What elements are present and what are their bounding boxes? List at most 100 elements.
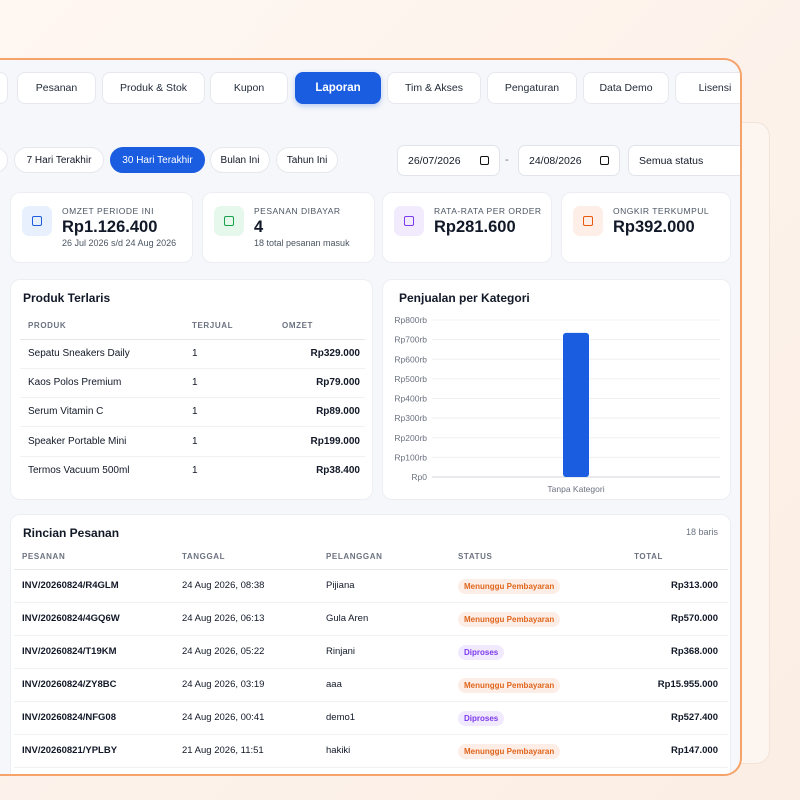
nav-tab[interactable]: Lisensi	[675, 72, 740, 104]
divider	[14, 701, 728, 702]
nav-tab[interactable]: Pesanan	[17, 72, 96, 104]
order-total: Rp527.400	[670, 712, 718, 723]
stat-value: 4	[254, 218, 264, 236]
period-filter[interactable]: 30 Hari Terakhir	[110, 147, 205, 173]
orders-count: 18 baris	[685, 527, 718, 537]
nav-tab[interactable]: Pengaturan	[487, 72, 577, 104]
icon-glyph	[224, 216, 234, 226]
order-customer: hakiki	[326, 745, 351, 756]
product-revenue: Rp38.400	[316, 464, 360, 476]
divider	[20, 368, 365, 369]
order-id: INV/20260824/R4GLM	[22, 580, 119, 591]
order-status: Menunggu Pembayaran	[458, 611, 561, 627]
nav-tab[interactable]: Data Demo	[583, 72, 669, 104]
status-select[interactable]: Semua status	[628, 145, 740, 176]
product-name: Serum Vitamin C	[28, 406, 104, 418]
product-sold: 1	[192, 406, 198, 418]
period-filter[interactable]: Bulan Ini	[210, 147, 270, 173]
order-date: 24 Aug 2026, 06:13	[182, 613, 265, 624]
nav-tab[interactable]	[0, 72, 8, 104]
order-status: Diproses	[458, 710, 505, 726]
order-total: Rp570.000	[670, 613, 718, 624]
stat-icon	[214, 206, 244, 236]
order-id: INV/20260824/4GQ6W	[22, 613, 120, 624]
date-separator: -	[505, 154, 509, 166]
chart-card	[382, 279, 731, 500]
icon-glyph	[583, 216, 593, 226]
orders-header: PESANAN	[22, 552, 66, 561]
nav-tab[interactable]: Produk & Stok	[102, 72, 205, 104]
order-status: Menunggu Pembayaran	[458, 578, 561, 594]
chart-title: Penjualan per Kategori	[399, 291, 530, 305]
icon-glyph	[404, 216, 414, 226]
order-status: Menunggu Pembayaran	[458, 743, 561, 759]
product-revenue: Rp329.000	[310, 348, 360, 359]
order-date: 24 Aug 2026, 08:38	[182, 580, 265, 591]
nav-tab[interactable]: Tim & Akses	[387, 72, 481, 104]
products-header: TERJUAL	[192, 321, 234, 330]
products-title: Produk Terlaris	[23, 291, 111, 305]
divider	[14, 668, 728, 669]
orders-header: PELANGGAN	[326, 552, 383, 561]
divider	[14, 569, 728, 570]
product-revenue: Rp79.000	[316, 377, 360, 389]
product-sold: 1	[192, 377, 198, 389]
products-card	[10, 279, 373, 500]
product-name: Sepatu Sneakers Daily	[28, 348, 130, 359]
stat-icon	[573, 206, 603, 236]
product-name: Kaos Polos Premium	[28, 377, 122, 389]
date-from[interactable]: 26/07/2026	[397, 145, 500, 176]
divider	[20, 455, 365, 457]
stat-value: Rp281.600	[434, 218, 516, 236]
divider	[14, 602, 728, 603]
nav-tab[interactable]: Kupon	[210, 72, 288, 104]
period-filter[interactable]: Tahun Ini	[276, 147, 338, 173]
order-total: Rp368.000	[670, 646, 718, 657]
period-filter[interactable]	[0, 147, 8, 173]
products-header: PRODUK	[28, 321, 67, 330]
order-total: Rp15.955.000	[657, 679, 718, 690]
period-filter[interactable]: 7 Hari Terakhir	[14, 147, 104, 173]
order-id: INV/20260824/T19KM	[22, 646, 117, 657]
calendar-icon	[600, 156, 609, 165]
order-id: INV/20260821/YPLBY	[22, 745, 118, 756]
orders-card	[10, 514, 731, 774]
product-name: Termos Vacuum 500ml	[28, 464, 130, 476]
stat-label: PESANAN DIBAYAR	[254, 206, 341, 216]
order-total: Rp147.000	[670, 745, 718, 756]
order-customer: aaa	[326, 679, 342, 690]
order-customer: Gula Aren	[326, 613, 369, 624]
nav-tab[interactable]: Laporan	[295, 72, 381, 104]
stat-value: Rp1.126.400	[62, 218, 158, 236]
icon-glyph	[32, 216, 42, 226]
divider	[20, 339, 365, 340]
order-total: Rp313.000	[670, 580, 718, 591]
stat-icon	[394, 206, 424, 236]
stat-label: OMZET PERIODE INI	[62, 206, 154, 216]
product-revenue: Rp199.000	[310, 435, 360, 447]
order-date: 24 Aug 2026, 00:41	[182, 712, 265, 723]
stat-value: Rp392.000	[613, 218, 695, 236]
stat-sub: 26 Jul 2026 s/d 24 Aug 2026	[62, 238, 177, 248]
divider	[20, 426, 365, 428]
orders-header: STATUS	[458, 552, 493, 561]
order-id: INV/20260824/ZY8BC	[22, 679, 117, 690]
product-sold: 1	[192, 464, 198, 476]
app-window: Pesanan Produk & Stok Kupon Laporan Tim & Ak…	[0, 58, 742, 776]
order-date: 24 Aug 2026, 03:19	[182, 679, 265, 690]
order-customer: Rinjani	[326, 646, 356, 657]
date-to[interactable]: 24/08/2026	[518, 145, 620, 176]
orders-title: Rincian Pesanan	[23, 526, 120, 540]
orders-header: TANGGAL	[182, 552, 226, 561]
orders-header: TOTAL	[634, 552, 663, 561]
product-sold: 1	[192, 435, 198, 447]
order-status: Diproses	[458, 644, 505, 660]
stat-sub: 18 total pesanan masuk	[254, 238, 350, 248]
order-customer: Pijiana	[326, 580, 355, 591]
order-customer: demo1	[326, 712, 356, 723]
divider	[14, 734, 728, 735]
calendar-icon	[480, 156, 489, 165]
stat-icon	[22, 206, 52, 236]
